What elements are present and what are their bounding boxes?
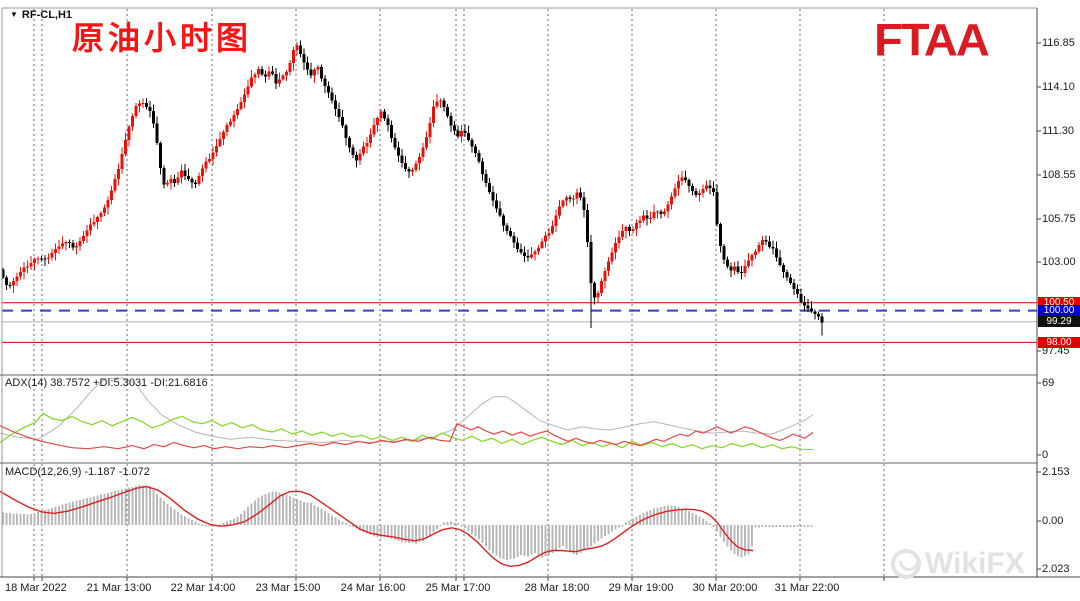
candlestick-series: [1, 40, 824, 336]
macd-histogram: [2, 485, 813, 560]
wikifx-text: WikiFX: [925, 547, 1025, 580]
time-axis-label: 22 Mar 14:00: [170, 582, 236, 594]
wikifx-logo-icon: [891, 549, 921, 579]
price-tick-label: 103.00: [1042, 256, 1076, 268]
chart-title: 原油小时图: [72, 20, 253, 56]
price-tick-label: 97.45: [1042, 345, 1070, 357]
macd-signal-line: [0, 485, 754, 568]
macd-indicator-label: MACD(12,26,9) -1.187 -1.072: [5, 466, 150, 478]
time-axis-label: 24 Mar 16:00: [340, 582, 406, 594]
time-axis-label: 23 Mar 15:00: [255, 582, 321, 594]
time-axis-label: 29 Mar 19:00: [608, 582, 674, 594]
indicator-tick-label: 69: [1042, 377, 1055, 389]
time-axis-label: 25 Mar 17:00: [425, 582, 491, 594]
price-tick-label: 114.10: [1042, 81, 1075, 93]
adx-indicator-label: ADX(14) 38.7572 +DI:5.3031 -DI:21.6816: [5, 377, 208, 389]
time-axis-label: 28 Mar 18:00: [524, 582, 590, 594]
indicator-tick-label: 2.023: [1042, 563, 1070, 575]
price-tick-label: 105.75: [1042, 213, 1076, 225]
price-tick-label: 116.85: [1042, 37, 1075, 49]
price-tag: 98.00: [1038, 336, 1080, 348]
indicator-tick-label: 0.00: [1042, 515, 1064, 527]
ftaa-logo: FTAA: [874, 14, 990, 65]
price-tag: 100.50: [1038, 297, 1080, 309]
chevron-down-icon[interactable]: ▼: [10, 10, 18, 19]
time-axis-label: 31 Mar 22:00: [774, 582, 840, 594]
time-axis-label: 21 Mar 13:00: [86, 582, 152, 594]
time-axis-label: 30 Mar 20:00: [692, 582, 758, 594]
indicator-tick-label: 0: [1042, 449, 1049, 461]
price-tick-label: 108.55: [1042, 169, 1076, 181]
wikifx-watermark: WikiFX: [891, 547, 1025, 581]
time-axis-label: 18 Mar 2022: [5, 582, 67, 594]
symbol-label: ▼ RF-CL,H1: [10, 9, 72, 21]
indicator-tick-label: 2.153: [1042, 466, 1070, 478]
price-tick-label: 111.30: [1042, 125, 1075, 137]
price-tag: 100.00: [1038, 305, 1080, 317]
price-tag: 99.29: [1038, 316, 1080, 328]
symbol-text: RF-CL,H1: [21, 9, 73, 21]
